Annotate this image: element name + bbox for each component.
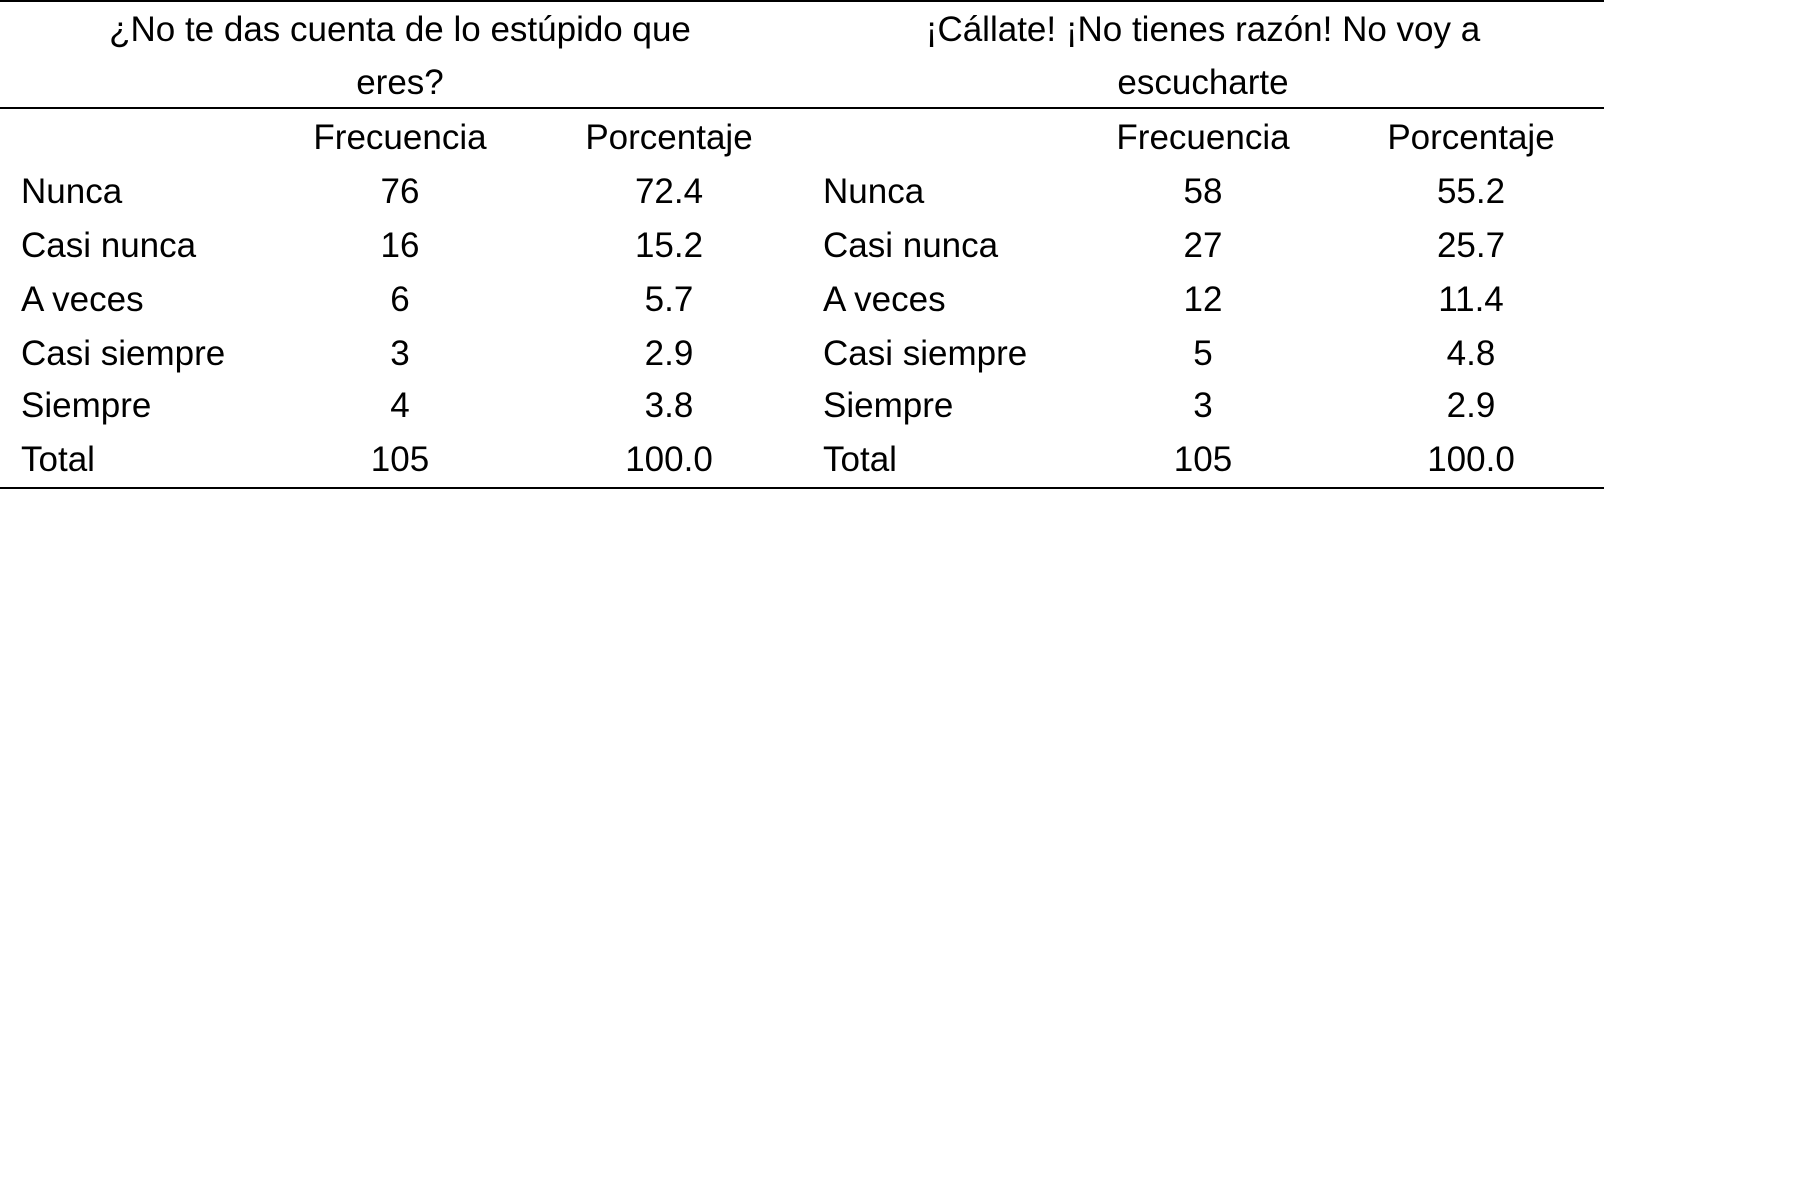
frequency-cell: 27: [1183, 226, 1223, 265]
frequency-cell: 58: [1183, 172, 1223, 211]
frequency-cell: 105: [1173, 440, 1233, 479]
bottom-rule: [0, 487, 1604, 489]
column-header-frecuencia: Frecuencia: [313, 118, 487, 157]
percentage-cell: 72.4: [634, 172, 704, 211]
frequency-cell: 3: [390, 334, 410, 373]
percentage-cell: 3.8: [644, 386, 694, 425]
column-header-porcentaje: Porcentaje: [585, 118, 753, 157]
percentage-cell: 100.0: [625, 440, 713, 479]
percentage-cell: 11.4: [1438, 280, 1504, 319]
row-label: Total: [21, 440, 95, 479]
row-label: Casi siempre: [823, 334, 1028, 373]
percentage-cell: 2.9: [644, 334, 694, 373]
row-label: Siempre: [823, 386, 954, 425]
percentage-cell: 2.9: [1446, 386, 1496, 425]
frequency-cell: 4: [390, 386, 410, 425]
header-rule: [0, 107, 1604, 109]
row-label: Casi nunca: [21, 226, 197, 265]
frequency-cell: 6: [390, 280, 410, 319]
frequency-cell: 16: [380, 226, 420, 265]
row-label: Nunca: [823, 172, 925, 211]
percentage-cell: 15.2: [634, 226, 704, 265]
frequency-cell: 76: [380, 172, 420, 211]
table-title-line: eres?: [356, 63, 444, 102]
frequency-cell: 105: [370, 440, 430, 479]
percentage-cell: 5.7: [644, 280, 694, 319]
frequency-cell: 3: [1193, 386, 1213, 425]
row-label: A veces: [823, 280, 946, 319]
row-label: Nunca: [21, 172, 123, 211]
frequency-cell: 12: [1183, 280, 1223, 319]
frequency-cell: 5: [1193, 334, 1213, 373]
row-label: A veces: [21, 280, 144, 319]
percentage-cell: 4.8: [1446, 334, 1496, 373]
percentage-cell: 55.2: [1436, 172, 1506, 211]
row-label: Total: [823, 440, 897, 479]
column-header-frecuencia: Frecuencia: [1116, 118, 1290, 157]
table-title-line: escucharte: [1117, 63, 1289, 102]
row-label: Siempre: [21, 386, 152, 425]
top-rule: [0, 0, 1604, 2]
table-title-line: ¿No te das cuenta de lo estúpido que: [109, 10, 691, 49]
row-label: Casi nunca: [823, 226, 999, 265]
column-header-porcentaje: Porcentaje: [1387, 118, 1555, 157]
percentage-cell: 100.0: [1427, 440, 1515, 479]
table-title-line: ¡Cállate! ¡No tienes razón! No voy a: [925, 10, 1481, 49]
row-label: Casi siempre: [21, 334, 226, 373]
percentage-cell: 25.7: [1436, 226, 1506, 265]
